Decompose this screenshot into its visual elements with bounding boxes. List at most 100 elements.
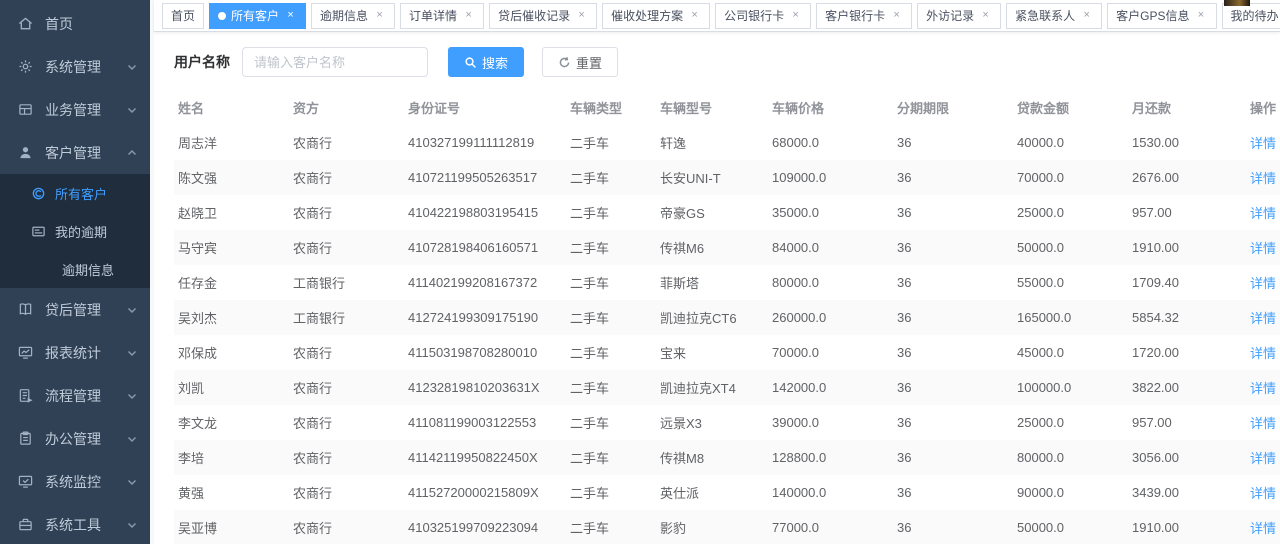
tab-4[interactable]: 贷后催收记录 × (489, 2, 598, 29)
cell: 35000.0 (772, 205, 819, 220)
submenu-item-2[interactable]: 逾期信息 (0, 250, 150, 288)
column-header-9: 操作 (1249, 100, 1276, 116)
detail-link[interactable]: 详情 (1249, 136, 1276, 151)
actions-cell: 详情 (1238, 160, 1280, 195)
close-icon[interactable]: × (691, 9, 698, 21)
cell: 36 (897, 415, 912, 430)
sidebar-item-2[interactable]: 业务管理 (0, 88, 150, 131)
cell: 二手车 (570, 381, 610, 396)
sidebar-item-6[interactable]: 流程管理 (0, 374, 150, 417)
detail-link[interactable]: 详情 (1249, 206, 1276, 221)
tab-5[interactable]: 催收处理方案 × (602, 2, 711, 29)
cell: 142000.0 (772, 380, 827, 395)
sidebar-item-3[interactable]: 客户管理 (0, 131, 150, 174)
tab-8[interactable]: 外访记录 × (917, 2, 1002, 29)
customer-name-input[interactable] (242, 47, 428, 77)
reset-button[interactable]: 重置 (542, 47, 619, 77)
tab-10[interactable]: 客户GPS信息 × (1107, 2, 1217, 29)
sidebar-item-0[interactable]: 首页 (0, 2, 150, 45)
sidebar-item-5[interactable]: 报表统计 (0, 331, 150, 374)
chevron-down-icon (126, 390, 138, 402)
close-icon[interactable]: × (376, 9, 383, 21)
detail-link[interactable]: 详情 (1249, 416, 1276, 431)
cell: 农商行 (293, 346, 333, 361)
column-header-3: 车辆类型 (570, 100, 623, 116)
close-icon[interactable]: × (578, 9, 585, 21)
submenu-item-0[interactable]: 所有客户 (0, 174, 150, 212)
tab-label: 客户银行卡 (825, 9, 886, 23)
cell: 二手车 (570, 171, 610, 186)
sidebar-item-8[interactable]: 系统监控 (0, 460, 150, 503)
detail-link[interactable]: 详情 (1249, 241, 1276, 256)
cell: 77000.0 (772, 520, 819, 535)
detail-link[interactable]: 详情 (1249, 276, 1276, 291)
tab-2[interactable]: 逾期信息 × (311, 2, 396, 29)
close-icon[interactable]: × (287, 9, 294, 21)
tab-label: 客户GPS信息 (1116, 9, 1190, 23)
detail-link[interactable]: 详情 (1249, 381, 1276, 396)
table-row-4: 任存金 工商银行 411402199208167372 二手车 菲斯塔 80000.0 36… (174, 265, 1280, 300)
close-icon[interactable]: × (792, 9, 799, 21)
detail-link[interactable]: 详情 (1249, 171, 1276, 186)
actions-cell: 详情 (1238, 300, 1280, 335)
search-form: 用户名称 搜索 重置 (174, 47, 1260, 77)
tab-11[interactable]: 我的待办× (1221, 2, 1280, 29)
sidebar-item-4[interactable]: 贷后管理 (0, 288, 150, 331)
circle-icon (31, 185, 46, 202)
tab-label: 公司银行卡 (724, 9, 785, 23)
submenu-item-label: 所有客户 (55, 186, 108, 202)
cell: 36 (897, 205, 912, 220)
toolbox-icon (17, 516, 34, 533)
actions-cell: 详情 (1238, 230, 1280, 265)
detail-link[interactable]: 详情 (1249, 311, 1276, 326)
tab-1[interactable]: 所有客户 × (209, 2, 307, 29)
cell: 36 (897, 240, 912, 255)
detail-link[interactable]: 详情 (1249, 346, 1276, 361)
cell: 李文龙 (178, 416, 218, 431)
tab-7[interactable]: 客户银行卡 × (816, 2, 913, 29)
chevron-down-icon (126, 104, 138, 116)
close-icon[interactable]: × (1197, 9, 1205, 21)
tab-9[interactable]: 紧急联系人 × (1006, 2, 1103, 29)
detail-link[interactable]: 详情 (1249, 451, 1276, 466)
chevron-down-icon (126, 476, 138, 488)
close-icon[interactable]: × (465, 9, 472, 21)
close-icon[interactable]: × (982, 9, 989, 21)
chevron-down-icon (126, 347, 138, 359)
sidebar-item-1[interactable]: 系统管理 (0, 45, 150, 88)
tab-0[interactable]: 首页 (162, 2, 205, 29)
reset-button-label: 重置 (576, 55, 603, 71)
search-button[interactable]: 搜索 (448, 47, 525, 77)
cell: 36 (897, 310, 912, 325)
tab-6[interactable]: 公司银行卡 × (715, 2, 812, 29)
cell: 39000.0 (772, 415, 819, 430)
close-icon[interactable]: × (1083, 9, 1090, 21)
cell: 菲斯塔 (660, 276, 700, 291)
cell: 农商行 (293, 451, 333, 466)
customers-table: 姓名 资方 身份证号 车辆类型 车辆型号 车辆价格 分期期限 贷款金额 月还款 操作 周志洋 农商行… (174, 89, 1280, 544)
tab-3[interactable]: 订单详情 × (400, 2, 485, 29)
sidebar-item-9[interactable]: 系统工具 (0, 503, 150, 544)
cell: 957.00 (1132, 415, 1172, 430)
cell: 1720.00 (1132, 345, 1179, 360)
cell: 农商行 (293, 381, 333, 396)
tab-label: 所有客户 (231, 9, 280, 23)
cell: 410325199709223094 (408, 520, 539, 535)
detail-link[interactable]: 详情 (1249, 486, 1276, 501)
cell: 1910.00 (1132, 240, 1179, 255)
cell: 40000.0 (1017, 135, 1064, 150)
close-icon[interactable]: × (893, 9, 900, 21)
sidebar-item-label: 系统监控 (45, 473, 101, 490)
cell: 36 (897, 450, 912, 465)
column-header-8: 月还款 (1132, 100, 1172, 116)
detail-link[interactable]: 详情 (1249, 521, 1276, 536)
sidebar-item-7[interactable]: 办公管理 (0, 417, 150, 460)
cell: 长安UNI-T (660, 171, 721, 186)
submenu-item-1[interactable]: 我的逾期 (0, 212, 150, 250)
cell: 凯迪拉克XT4 (660, 381, 736, 396)
cell: 二手车 (570, 311, 610, 326)
chevron-down-icon (126, 304, 138, 316)
cell: 25000.0 (1017, 205, 1064, 220)
tab-label: 外访记录 (926, 9, 975, 23)
cell: 二手车 (570, 206, 610, 221)
